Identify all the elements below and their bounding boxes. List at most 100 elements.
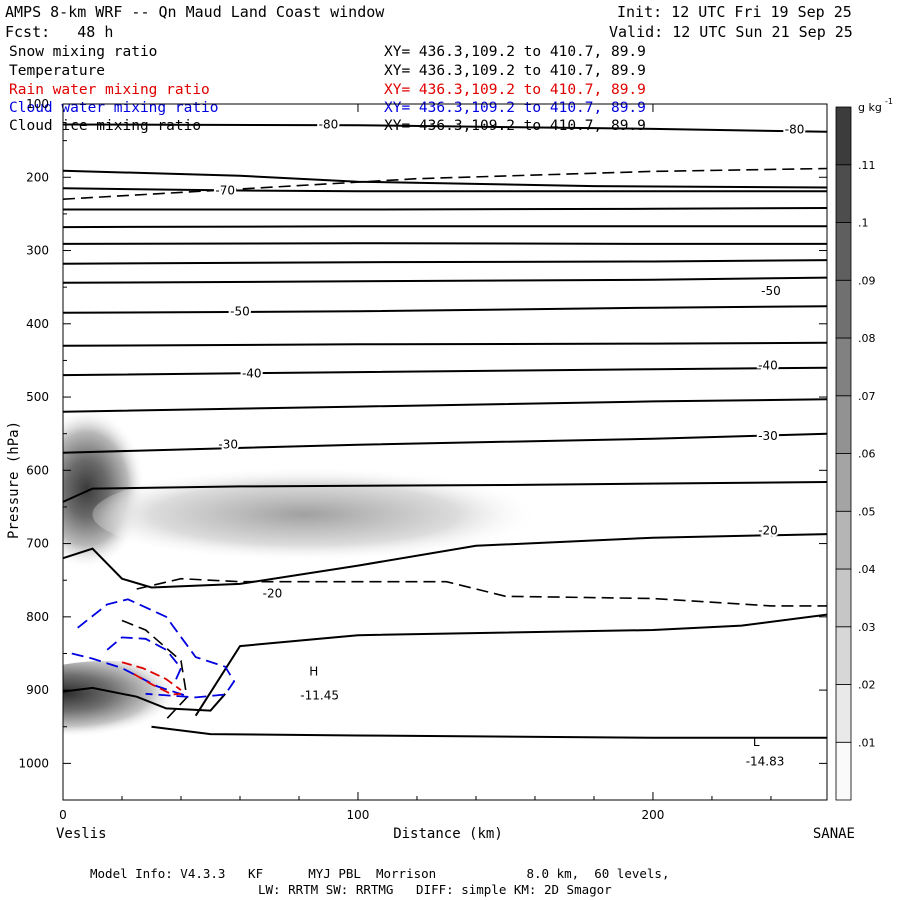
temperature-contour-10 [63,366,827,377]
contour-label-7: -30 [218,438,238,452]
temperature-contour-0 [63,123,827,133]
colorbar-tick-label: .05 [858,505,876,518]
valid-time: Valid: 12 UTC Sun 21 Sep 25 [609,23,853,41]
colorbar-tick-label: .09 [858,274,876,287]
colorbar-band [835,626,852,685]
extremum-annotation-2: L [753,735,760,749]
chart-header: AMPS 8-km WRF -- Qn Maud Land Coast wind… [0,0,900,135]
contour-lines [63,123,827,739]
colorbar-tick-label: .03 [858,621,876,634]
contour-label-4: -50 [761,284,781,298]
dashed-contour-0 [63,167,827,200]
temperature-contour-5 [63,242,827,245]
contour-label-6: -40 [758,359,778,373]
y-axis-label: Pressure (hPa) [6,421,22,539]
colorbar-band [835,453,852,512]
colorbar-band [835,510,852,570]
y-tick-label: 300 [26,244,49,258]
forecast-hour: Fcst: 48 h [5,23,114,41]
colorbar-tick-label: .07 [858,390,876,403]
plot-frame [62,103,828,801]
colorbar-tick-label: .11 [858,159,876,172]
contour-label-10: -20 [263,586,283,600]
contour-label-8: -30 [758,429,778,443]
temperature-contour-16 [151,725,827,739]
contour-label-9: -20 [758,523,778,537]
dashed-contour-2 [121,619,188,720]
temperature-contour-9 [63,341,827,347]
dashed-contour-1 [136,577,827,607]
x-axis-label: Distance (km) [393,826,503,842]
colorbar-band [835,684,852,743]
contour-label-1: -80 [785,123,805,137]
temperature-contour-17 [194,613,827,717]
extremum-annotation-3: -14.83 [746,755,785,769]
y-tick-label: 500 [26,390,49,404]
extremum-annotation-1: -11.45 [300,689,339,703]
endpoint-right-label: SANAE [813,826,855,842]
x-tick-label: 200 [642,808,665,822]
colorbar-band [835,741,852,801]
contour-labels: -80 -80 -70 -50 -50 -40 -40 -30 -30 -20 -20 H -11.45… [213,116,806,769]
hydrometeor-shading [63,408,565,742]
temperature-contour-6 [63,259,827,265]
temperature-contour-3 [63,207,827,211]
field-xy-temperature: XY= 436.3,109.2 to 410.7, 89.9 [384,63,646,79]
field-xy-rain: XY= 436.3,109.2 to 410.7, 89.9 [384,82,646,98]
y-tick-label: 600 [26,463,49,477]
colorbar-band [835,337,852,397]
y-tick-label: 200 [26,170,49,184]
colorbar-unit: g kg [858,101,882,114]
temperature-contour-13 [63,481,827,503]
endpoint-left-label: Veslis [56,826,107,842]
cloud-water-contour-0 [77,598,236,699]
mixing-ratio-shade-2 [63,660,211,742]
y-tick-label: 1000 [18,756,49,770]
y-tick-label: 900 [26,683,49,697]
colorbar-tick-label: .06 [858,448,876,461]
init-time: Init: 12 UTC Fri 19 Sep 25 [617,3,852,21]
field-name-temperature: Temperature [9,63,106,79]
field-xy-snow: XY= 436.3,109.2 to 410.7, 89.9 [384,44,646,60]
colorbar-unit-exponent: -1 [885,97,893,106]
temperature-contour-1 [63,169,827,189]
contour-label-3: -50 [230,304,250,318]
temperature-contour-12 [63,432,827,454]
field-name-cloud-ice: Cloud ice mixing ratio [9,118,202,134]
field-name-snow: Snow mixing ratio [9,44,158,60]
colorbar-band [835,222,852,281]
y-tick-label: 700 [26,537,49,551]
temperature-contour-8 [63,305,827,314]
colorbar-band [835,106,852,166]
colorbar-tick-label: .01 [858,736,876,749]
x-tick-label: 0 [59,808,67,822]
model-info-line1: Model Info: V4.3.3 KF MYJ PBL Morrison 8… [90,866,670,881]
contour-label-5: -40 [242,367,262,381]
temperature-contour-11 [63,398,827,413]
colorbar-band [835,279,852,339]
colorbar-band [835,164,852,223]
y-tick-label: 800 [26,610,49,624]
mixing-ratio-shade-1 [92,466,565,562]
temperature-contour-14 [63,533,827,589]
contour-label-0: -80 [319,118,339,132]
temperature-contour-2 [63,187,827,193]
x-tick-label: 100 [347,808,370,822]
y-tick-label: 100 [26,97,49,111]
colorbar-band [835,395,852,454]
colorbar-tick-label: .08 [858,332,876,345]
temperature-contour-7 [63,276,827,284]
axes: 100 200 300 400 500 600 700 800 900 1000 0 100 200 Di… [6,97,855,842]
cloud-water-contour-1 [106,636,183,682]
colorbar-tick-label: .04 [858,563,876,576]
temperature-contour-15 [63,686,226,712]
contour-label-2: -70 [215,183,235,197]
field-name-rain: Rain water mixing ratio [9,82,210,98]
temperature-contour-4 [63,225,827,229]
y-tick-label: 400 [26,317,49,331]
colorbar-tick-label: .02 [858,679,876,692]
rain-water-contour-1 [133,673,182,696]
colorbar: .01 .02 .03 .04 .05 .06 .07 .08 .09 .1 .11 g kg -1 [835,97,893,801]
colorbar-tick-label: .1 [858,217,869,230]
